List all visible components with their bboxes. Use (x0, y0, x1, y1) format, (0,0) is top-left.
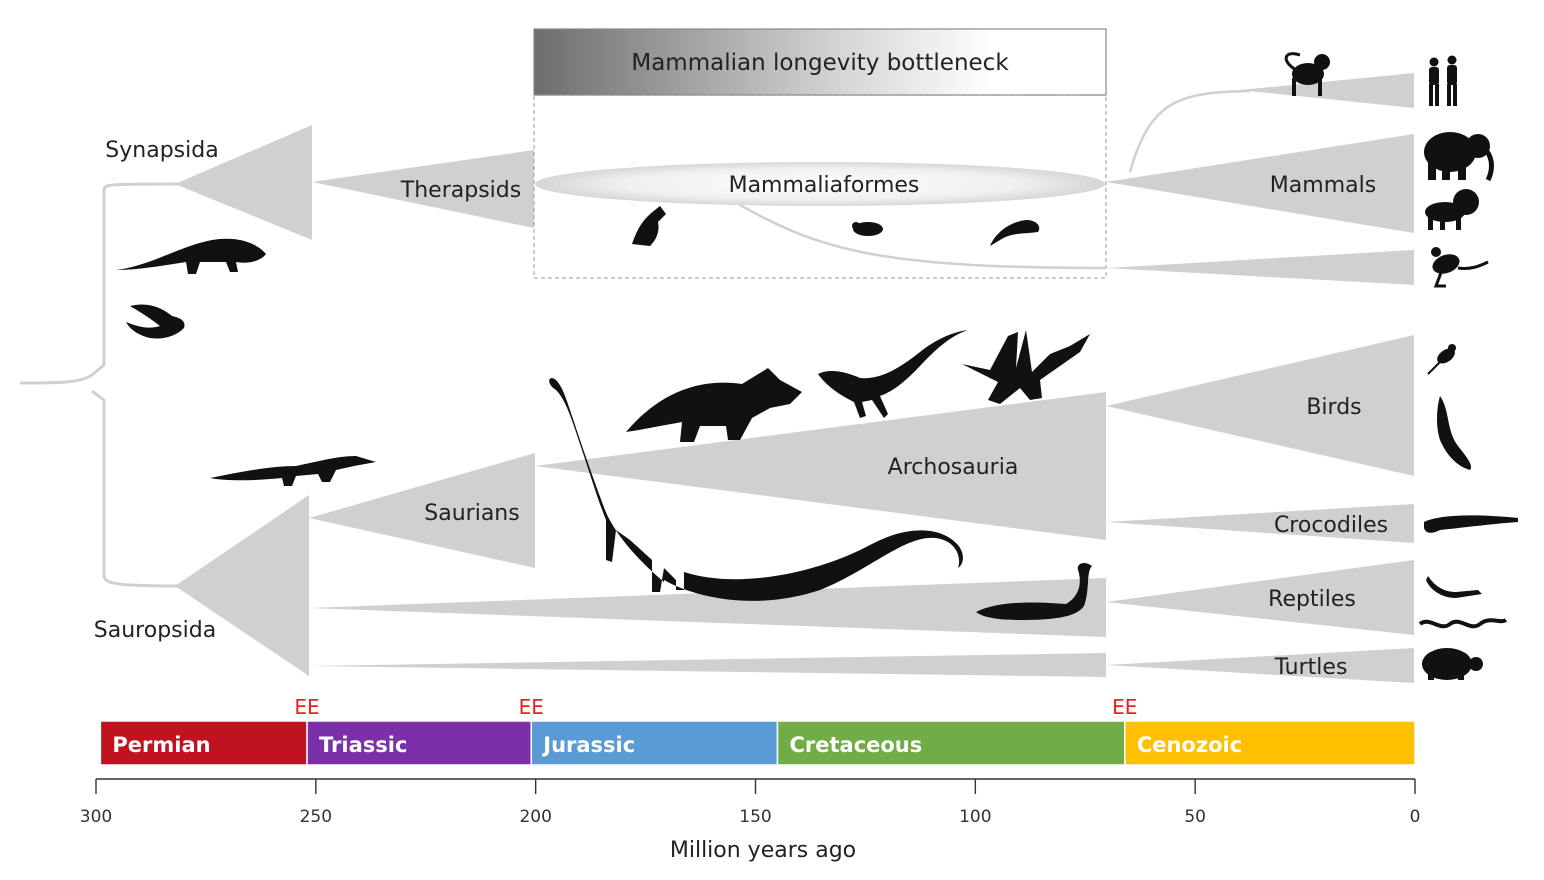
axis-tick-label: 150 (739, 807, 771, 827)
primate-icon (1284, 52, 1330, 96)
reptiles-branch (1106, 560, 1414, 635)
plesiosaur-icon (976, 563, 1092, 620)
turtles-branch (1106, 648, 1414, 683)
turtles-label: Turtles (1274, 655, 1348, 680)
era-label-permian: Permian (112, 733, 210, 757)
sauropsida-label: Sauropsida (94, 618, 216, 643)
axis-tick-label: 0 (1410, 807, 1421, 827)
primates-branch (1240, 73, 1414, 108)
bottleneck-label: Mammalian longevity bottleneck (631, 50, 1009, 76)
kangaroo-icon (1431, 247, 1489, 288)
turtle-icon (1422, 648, 1483, 680)
synapsid-reptile-icon (116, 238, 266, 274)
synapsida-branch (175, 125, 312, 240)
lizard-icon (1426, 576, 1482, 598)
axis-tick-label: 100 (959, 807, 991, 827)
axis-tick-label: 50 (1184, 807, 1206, 827)
early-crocodylomorph-icon (210, 456, 376, 486)
extinction-events: EE EE EE (294, 695, 1137, 719)
era-bar-jurassic (530, 720, 779, 766)
bird-icon (1427, 344, 1456, 375)
era-label-cretaceous: Cretaceous (789, 733, 922, 757)
bottleneck-header (533, 28, 1107, 96)
time-axis: 300 250 200 150 100 50 0 (80, 778, 1421, 827)
era-label-cenozoic: Cenozoic (1137, 733, 1242, 757)
archosauria-branch (535, 392, 1106, 540)
synapsida-label: Synapsida (105, 138, 218, 163)
lepidosaur-stem-branch (309, 578, 1106, 637)
extinction-event-label: EE (1112, 695, 1137, 719)
saurians-label: Saurians (424, 501, 519, 526)
extinction-event-label: EE (294, 695, 319, 719)
sauropsida-branch (175, 495, 309, 676)
crocodile-icon (1424, 515, 1518, 533)
extinction-event-label: EE (519, 695, 544, 719)
marsupials-branch (1106, 250, 1414, 285)
pterosaur-icon (962, 330, 1090, 404)
axis-tick-label: 250 (300, 807, 332, 827)
root-bracket (19, 182, 181, 588)
mammals-label: Mammals (1270, 173, 1376, 198)
marsupial-connector (739, 203, 1107, 270)
early-lizard-icon (126, 304, 185, 339)
primate-connector (1128, 89, 1251, 173)
era-bar-permian (99, 720, 308, 766)
therapsids-branch (312, 150, 534, 228)
snake-icon (1418, 618, 1508, 629)
axis-tick-label: 200 (519, 807, 551, 827)
mammaliaformes-label: Mammaliaformes (729, 173, 920, 198)
human-icon (1429, 55, 1457, 106)
birds-branch (1106, 335, 1414, 476)
era-label-jurassic: Jurassic (541, 733, 635, 757)
era-bar-cenozoic (1124, 720, 1416, 766)
archosauria-label: Archosauria (888, 455, 1019, 480)
triceratops-icon (626, 368, 802, 442)
reptiles-label: Reptiles (1268, 587, 1356, 612)
era-label-triassic: Triassic (319, 733, 407, 757)
mammaliaformes-branch (535, 162, 1105, 206)
crocodiles-label: Crocodiles (1274, 513, 1388, 538)
mammaliaform-icon (632, 206, 1040, 246)
birds-label: Birds (1306, 395, 1361, 420)
saurians-branch (309, 453, 535, 568)
vulture-icon (1437, 396, 1472, 470)
mammals-branch (1106, 134, 1414, 233)
elephant-icon (1424, 132, 1494, 182)
era-timeline: Permian Triassic Jurassic Cretaceous Cenozoi… (99, 720, 1416, 766)
lion-icon (1425, 189, 1479, 230)
axis-title: Million years ago (670, 838, 856, 863)
axis-tick-label: 300 (80, 807, 112, 827)
therapsids-label: Therapsids (400, 178, 521, 203)
crocodiles-branch (1106, 504, 1414, 543)
theropod-icon (818, 330, 968, 418)
turtle-stem-branch (309, 653, 1106, 677)
